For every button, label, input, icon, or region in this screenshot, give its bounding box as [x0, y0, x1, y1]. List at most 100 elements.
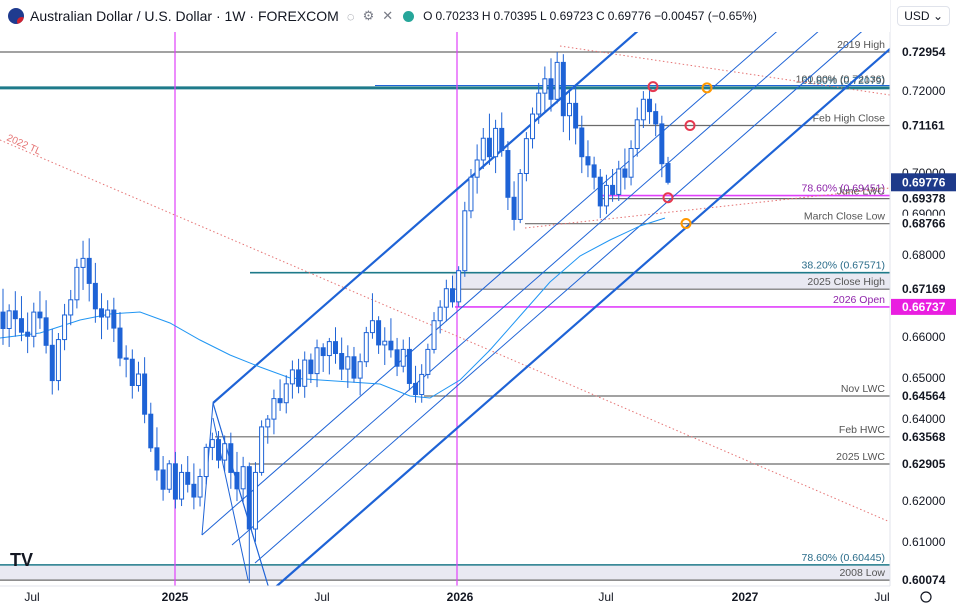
x-tick-label-0: Jul — [24, 590, 39, 604]
high-label: H — [481, 9, 491, 23]
level-label-2: 100.00% (0.72136) — [796, 74, 885, 86]
candle-body-102 — [628, 147, 634, 178]
candle-body-5 — [31, 311, 37, 337]
axis-price-3: 0.71161 — [902, 118, 945, 132]
horizontal-levels: 2019 High 61.80% (0.72079)100.00% (0.7213… — [0, 39, 890, 581]
currency-selector[interactable]: USD ⌄ — [897, 6, 950, 26]
axis-box-0 — [891, 43, 956, 60]
candle-body-100 — [616, 168, 622, 195]
candle-body-62 — [382, 340, 388, 346]
candle-body-95 — [585, 156, 591, 166]
candle-body-31 — [191, 483, 197, 498]
moving-average — [0, 217, 666, 399]
marker-3 — [701, 82, 713, 94]
candle-body-44 — [271, 398, 277, 420]
candle-body-17 — [105, 309, 111, 318]
candle-body-20 — [123, 357, 129, 360]
axis-price-5: 0.69378 — [902, 192, 946, 206]
candle-body-18 — [111, 309, 117, 329]
axis-box-8 — [891, 281, 956, 298]
candle-body-67 — [413, 382, 419, 396]
candle-body-34 — [209, 439, 215, 448]
candle-body-53 — [326, 341, 332, 357]
currency-label: USD — [904, 9, 930, 23]
candle-body-73 — [449, 288, 455, 303]
marker-4 — [680, 218, 692, 230]
level-label-5: June LWC — [837, 186, 886, 198]
candle-body-54 — [333, 341, 338, 355]
candle-body-47 — [289, 369, 295, 385]
level-label-8: 2025 Close High — [807, 276, 885, 288]
candle-body-89 — [548, 78, 554, 100]
axis-price-8: 0.67169 — [902, 282, 946, 296]
tradingview-logo: ТV — [10, 550, 34, 570]
level-label-9: 2026 Open — [833, 294, 885, 306]
candle-body-93 — [573, 102, 579, 129]
axis-box-11 — [891, 428, 956, 445]
candle-body-35 — [216, 439, 222, 461]
candle-body-64 — [394, 349, 400, 367]
candle-body-77 — [474, 159, 480, 178]
candle-body-79 — [486, 137, 492, 158]
x-tick-label-6: Jul — [874, 590, 889, 604]
chevron-down-icon: ⌄ — [932, 9, 943, 23]
candle-body-71 — [437, 306, 443, 322]
axis-price-10: 0.64564 — [902, 389, 946, 403]
candle-body-76 — [468, 176, 474, 212]
axis-box-14 — [891, 572, 956, 589]
candle-body-74 — [456, 270, 462, 303]
close-label: C — [596, 9, 605, 23]
x-tick-label-2: Jul — [314, 590, 329, 604]
candle-body-103 — [634, 119, 640, 149]
axis-price-14: 0.60074 — [902, 573, 946, 587]
candle-body-33 — [203, 446, 209, 478]
candle-body-16 — [99, 308, 105, 318]
candle-body-101 — [622, 168, 628, 178]
level-label-6: March Close Low — [804, 211, 886, 223]
symbol-title[interactable]: Australian Dollar / U.S. Dollar · 1W · F… — [30, 8, 339, 24]
settings-icon[interactable]: ⚙ — [362, 8, 375, 23]
level-label-1: 61.80% (0.72079) — [802, 75, 885, 87]
hide-icon[interactable]: ◌ — [346, 8, 355, 24]
candle-body-1 — [6, 310, 12, 330]
x-tick-label-5: 2027 — [732, 590, 759, 604]
candle-body-50 — [308, 359, 314, 375]
level-label-11: Feb HWC — [839, 424, 886, 436]
candle-body-82 — [505, 150, 511, 198]
candle-body-37 — [228, 443, 234, 473]
close-icon[interactable]: ✕ — [382, 8, 394, 23]
candle-body-86 — [530, 113, 536, 140]
channel-mid-upper — [201, 0, 814, 536]
goto-icon — [920, 591, 932, 603]
channel-handle — [212, 402, 271, 593]
y-tick-label-4: 0.66000 — [902, 330, 946, 344]
candle-body-61 — [376, 320, 382, 346]
candle-body-58 — [357, 361, 363, 379]
x-axis-panel — [0, 586, 956, 606]
axis-box-3 — [891, 117, 956, 134]
candle-body-3 — [18, 318, 24, 333]
candle-body-10 — [62, 314, 68, 341]
candle-body-48 — [296, 369, 302, 387]
axis-box-10 — [891, 387, 956, 404]
candle-body-29 — [179, 471, 185, 500]
candle-body-15 — [92, 282, 98, 310]
candle-body-75 — [462, 210, 468, 272]
candle-body-7 — [43, 317, 49, 346]
candle-body-90 — [554, 61, 560, 100]
candle-body-81 — [499, 127, 505, 152]
x-tick-label-4: Jul — [598, 590, 613, 604]
axis-price-12: 0.62905 — [902, 457, 946, 471]
candle-body-25 — [154, 447, 160, 471]
candle-body-6 — [37, 311, 43, 319]
candle-body-78 — [480, 137, 486, 161]
close-value: 0.69776 — [607, 9, 652, 23]
zone-band-2008-low — [0, 564, 890, 581]
candle-body-9 — [55, 339, 61, 382]
candle-body-88 — [542, 78, 548, 94]
trendline-2022-label: 2022 TL — [5, 133, 43, 158]
marker-1 — [684, 120, 696, 132]
channel-lower — [269, 0, 948, 593]
open-value: 0.70233 — [435, 9, 479, 23]
